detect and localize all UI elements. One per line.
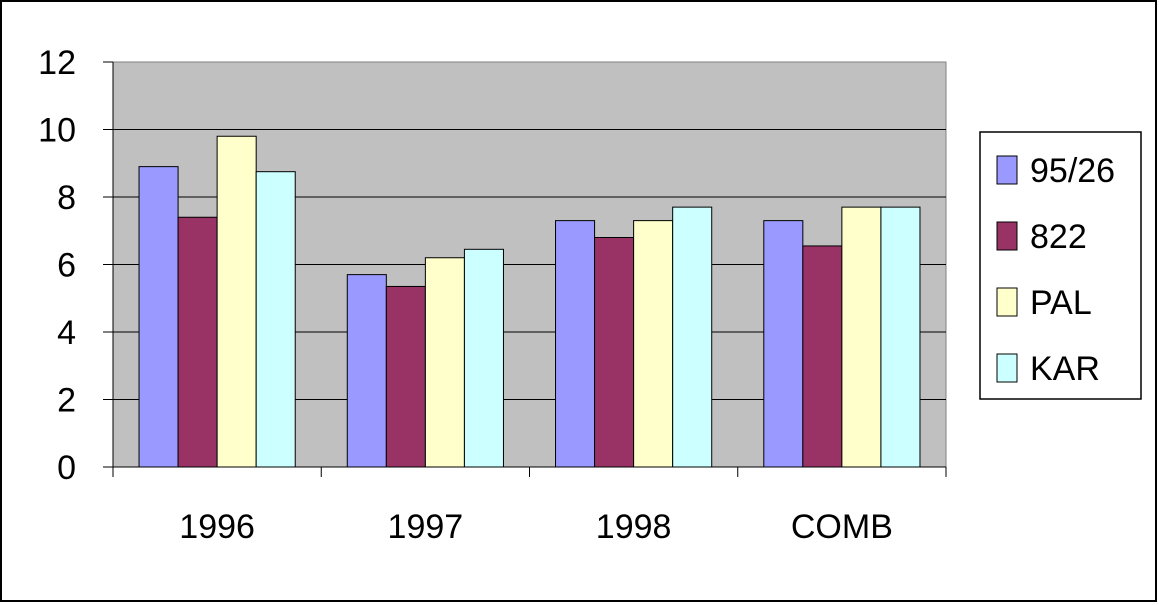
legend-swatch [996,353,1018,383]
bar-kar-1998 [672,206,713,468]
bar-822-1997 [385,285,426,468]
y-tick-label: 8 [57,179,76,217]
y-axis-tick-labels: 0 2 4 6 8 10 12 [38,44,76,487]
y-tick-label: 10 [38,112,76,150]
legend-label: 95/26 [1030,152,1115,190]
x-tick-label: COMB [791,508,893,546]
y-tick-label: 6 [57,247,76,285]
y-tick-label: 4 [57,314,76,352]
x-tick-label: 1997 [388,508,464,546]
bar-kar-comb [880,206,921,468]
legend: 95/26 822 PAL KAR [979,131,1142,400]
bar-822-1998 [594,237,635,468]
x-tick-label: 1996 [179,508,255,546]
y-tick-label: 2 [57,382,76,420]
legend-swatch [996,221,1018,251]
x-tick-label: 1998 [596,508,672,546]
bar-95-26-1996 [138,166,179,468]
x-axis-tick-labels: 1996 1997 1998 COMB [179,508,893,546]
axes [103,61,947,477]
bar-pal-1997 [424,257,465,468]
bar-822-1996 [177,216,218,468]
legend-label: KAR [1030,350,1100,388]
bar-pal-comb [841,206,882,468]
bar-pal-1998 [633,220,674,468]
legend-label: PAL [1030,284,1092,322]
bar-pal-1996 [216,135,257,468]
bar-kar-1996 [255,171,296,468]
bar-95-26-1997 [346,274,387,468]
y-tick-label: 0 [57,449,76,487]
bar-95-26-1998 [555,220,596,468]
legend-swatch [996,155,1018,185]
y-tick-label: 12 [38,44,76,82]
bars [138,135,921,468]
legend-label: 822 [1030,218,1087,256]
legend-swatch [996,287,1018,317]
bar-95-26-comb [763,220,804,468]
bar-822-comb [802,245,843,468]
bar-kar-1997 [463,248,504,468]
